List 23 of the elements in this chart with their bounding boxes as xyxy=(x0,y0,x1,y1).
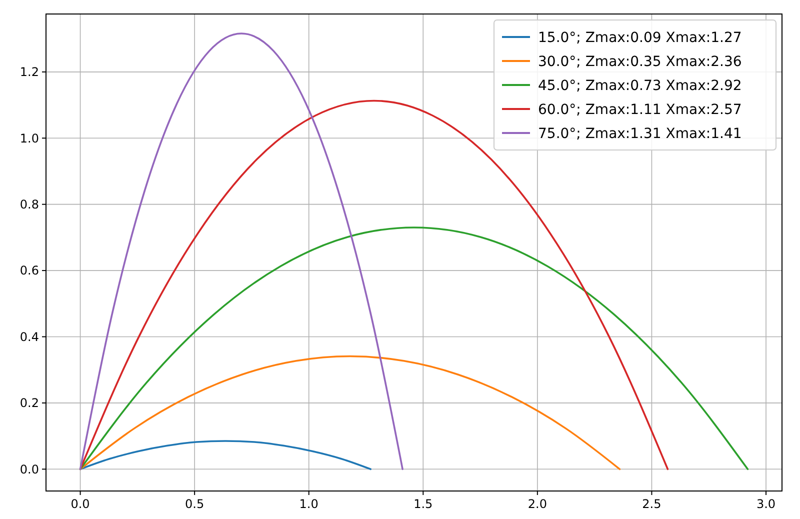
line-series xyxy=(79,440,372,470)
line-series xyxy=(79,32,404,470)
legend-label: 15.0°; Zmax:0.09 Xmax:1.27 xyxy=(538,30,742,46)
x-tick-label: 1.5 xyxy=(414,497,433,511)
legend-label: 30.0°; Zmax:0.35 Xmax:2.36 xyxy=(538,54,742,70)
y-tick-label: 0.0 xyxy=(20,462,39,476)
x-tick-label: 2.0 xyxy=(528,497,547,511)
x-tick-label: 2.5 xyxy=(642,497,662,511)
y-tick-label: 1.2 xyxy=(20,65,39,80)
legend-label: 75.0°; Zmax:1.31 Xmax:1.41 xyxy=(538,126,742,142)
y-tick-label: 0.2 xyxy=(20,396,39,410)
y-tick-label: 0.8 xyxy=(20,198,39,212)
x-tick-label: 1.0 xyxy=(299,497,318,511)
line-series xyxy=(79,355,621,470)
legend-label: 45.0°; Zmax:0.73 Xmax:2.92 xyxy=(538,78,742,94)
y-tick-label: 1.0 xyxy=(20,131,39,146)
x-tick-label: 3.0 xyxy=(756,497,776,511)
y-tick-label: 0.6 xyxy=(20,264,39,278)
line-series xyxy=(79,226,749,470)
legend-label: 60.0°; Zmax:1.11 Xmax:2.57 xyxy=(538,102,742,118)
y-tick-label: 0.4 xyxy=(20,330,39,344)
x-tick-label: 0.5 xyxy=(185,497,204,511)
x-tick-label: 0.0 xyxy=(70,497,90,511)
